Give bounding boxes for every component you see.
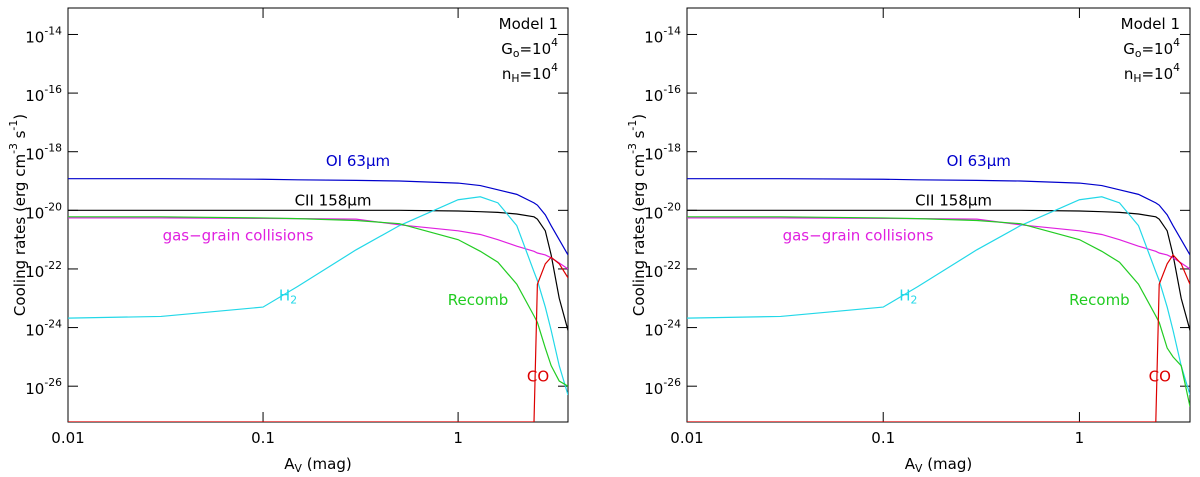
x-tick-label: 0.01 <box>670 429 703 447</box>
panel: 10-14 10-16 10-18 10-20 10-22 10-24 10-26 0.01 0… <box>7 7 569 476</box>
model-annotation: Model 1 <box>499 15 558 33</box>
series-label: CII 158μm <box>915 191 992 209</box>
model-annotation: Go=104 <box>501 36 558 60</box>
y-axis-title: Cooling rates (erg cm-3 s-1) <box>626 114 648 316</box>
y-tick-label: 10-16 <box>644 83 681 105</box>
y-axis-title: Cooling rates (erg cm-3 s-1) <box>7 114 29 316</box>
y-tick-label: 10-16 <box>25 83 62 105</box>
model-annotation: nH=104 <box>1124 61 1180 85</box>
y-tick-label: 10-26 <box>644 376 681 398</box>
model-annotation: Model 1 <box>1121 15 1180 33</box>
series-label: OI 63μm <box>947 152 1011 170</box>
x-axis-title: AV (mag) <box>905 455 972 476</box>
series-label: CO <box>527 367 549 385</box>
plot-frame <box>686 7 1191 423</box>
series-line <box>68 216 568 387</box>
series-line <box>687 178 1190 256</box>
y-tick-label: 10-20 <box>25 200 62 222</box>
series-label: CII 158μm <box>295 191 372 209</box>
y-tick-label: 10-14 <box>25 24 62 46</box>
series-line <box>687 217 1190 270</box>
series-label: gas−grain collisions <box>163 226 314 244</box>
series-line <box>68 209 568 331</box>
y-tick-label: 10-14 <box>644 24 681 46</box>
series-label: CO <box>1149 367 1171 385</box>
series-label: OI 63μm <box>326 152 390 170</box>
series-line <box>68 256 568 422</box>
series-line <box>687 216 1190 407</box>
series-label: Recomb <box>448 290 509 308</box>
series-line <box>68 178 568 256</box>
y-tick-label: 10-26 <box>25 376 62 398</box>
series-line <box>68 217 568 270</box>
series-label: Recomb <box>1069 290 1130 308</box>
y-tick-label: 10-24 <box>25 318 62 340</box>
y-tick-label: 10-20 <box>644 200 681 222</box>
x-tick-label: 1 <box>453 429 463 447</box>
series-label: gas−grain collisions <box>783 226 934 244</box>
series-line <box>687 253 1190 422</box>
y-tick-label: 10-18 <box>25 142 62 164</box>
panel: 10-14 10-16 10-18 10-20 10-22 10-24 10-26 0.01 0… <box>626 7 1191 476</box>
model-annotation: Go=104 <box>1123 36 1180 60</box>
plot-frame <box>67 7 569 423</box>
series-line <box>68 196 568 396</box>
y-tick-label: 10-22 <box>644 259 681 281</box>
series-label: H2 <box>899 286 917 307</box>
x-tick-label: 0.1 <box>251 429 275 447</box>
series-label: H2 <box>279 286 297 307</box>
x-tick-label: 0.1 <box>871 429 895 447</box>
y-tick-label: 10-24 <box>644 318 681 340</box>
series-line <box>687 196 1190 396</box>
y-tick-label: 10-22 <box>25 259 62 281</box>
series-line <box>687 209 1190 331</box>
x-tick-label: 0.01 <box>51 429 84 447</box>
y-tick-label: 10-18 <box>644 142 681 164</box>
x-axis-title: AV (mag) <box>284 455 351 476</box>
model-annotation: nH=104 <box>502 61 558 85</box>
x-tick-label: 1 <box>1075 429 1085 447</box>
